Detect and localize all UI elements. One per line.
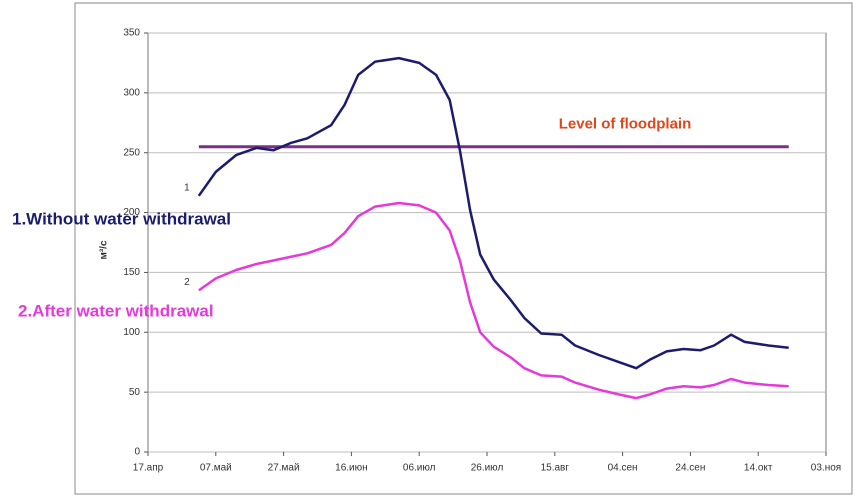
y-tick-label: 150 xyxy=(123,267,140,278)
y-tick-label: 300 xyxy=(123,87,140,98)
x-tick-label: 17.апр xyxy=(133,463,164,474)
y-tick-label: 100 xyxy=(123,327,140,338)
y-tick-label: 50 xyxy=(129,387,141,398)
x-tick-label: 24.сен xyxy=(675,463,705,474)
x-tick-label: 04.сен xyxy=(608,463,638,474)
series-tag: 2 xyxy=(184,277,190,288)
series-line xyxy=(198,201,789,400)
x-tick-label: 14.окт xyxy=(744,463,773,474)
x-tick-label: 03.ноя xyxy=(811,463,841,474)
y-tick-label: 250 xyxy=(123,147,140,158)
series-name: 2.After water withdrawal xyxy=(18,301,214,320)
y-axis-label: м³/с xyxy=(99,240,110,260)
x-tick-label: 27.май xyxy=(268,463,300,474)
series-tag: 1 xyxy=(184,182,190,193)
series-name: 1.Without water withdrawal xyxy=(12,209,231,228)
x-tick-label: 07.май xyxy=(200,463,232,474)
x-tick-label: 15.авг xyxy=(541,463,570,474)
series-line xyxy=(197,56,789,370)
y-tick-label: 0 xyxy=(134,447,140,458)
x-tick-label: 06.июл xyxy=(403,463,436,474)
floodplain-label: Level of floodplain xyxy=(559,116,692,133)
x-tick-label: 16.июн xyxy=(335,463,368,474)
y-tick-label: 350 xyxy=(123,28,140,39)
x-tick-label: 26.июл xyxy=(471,463,504,474)
plot-area xyxy=(147,32,827,453)
y-tick-label: 200 xyxy=(123,207,140,218)
